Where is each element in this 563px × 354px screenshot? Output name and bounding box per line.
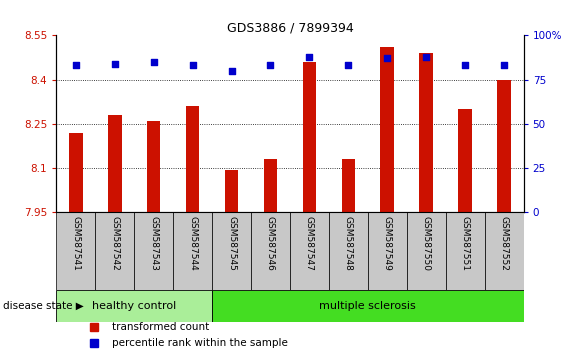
Text: GSM587549: GSM587549 [383,216,392,271]
Bar [212,290,524,322]
Bar [406,212,446,290]
Bar [186,106,199,212]
Text: GSM587550: GSM587550 [422,216,431,271]
Bar [95,212,134,290]
Bar [56,212,95,290]
Bar [381,47,394,212]
Text: GSM587552: GSM587552 [499,216,508,271]
Text: percentile rank within the sample: percentile rank within the sample [113,338,288,348]
Bar [69,133,83,212]
Point [461,63,470,68]
Bar [263,159,278,212]
Point [499,63,508,68]
Text: GSM587547: GSM587547 [305,216,314,271]
Bar [419,53,433,212]
Point [422,54,431,59]
Bar [173,212,212,290]
Bar [134,212,173,290]
Text: GSM587545: GSM587545 [227,216,236,271]
Bar [108,115,122,212]
Point [188,63,197,68]
Text: multiple sclerosis: multiple sclerosis [319,301,416,311]
Point [344,63,353,68]
Point [110,61,119,67]
Title: GDS3886 / 7899394: GDS3886 / 7899394 [226,21,354,34]
Point [149,59,158,65]
Text: GSM587541: GSM587541 [72,216,81,271]
Point [383,56,392,61]
Point [227,68,236,74]
Text: healthy control: healthy control [92,301,176,311]
Text: GSM587548: GSM587548 [344,216,353,271]
Bar [485,212,524,290]
Text: GSM587542: GSM587542 [110,216,119,271]
Bar [290,212,329,290]
Point [305,54,314,59]
Text: GSM587551: GSM587551 [461,216,470,271]
Point [266,63,275,68]
Point [72,63,81,68]
Bar [302,62,316,212]
Bar [251,212,290,290]
Text: GSM587544: GSM587544 [188,216,197,271]
Bar [497,80,511,212]
Bar [342,159,355,212]
Bar [147,121,160,212]
Bar [368,212,406,290]
Text: GSM587546: GSM587546 [266,216,275,271]
Text: disease state ▶: disease state ▶ [3,301,83,311]
Text: GSM587543: GSM587543 [149,216,158,271]
Bar [458,109,472,212]
Bar [446,212,485,290]
Bar [212,212,251,290]
Bar [329,212,368,290]
Bar [56,290,212,322]
Text: transformed count: transformed count [113,322,209,332]
Bar [225,170,238,212]
